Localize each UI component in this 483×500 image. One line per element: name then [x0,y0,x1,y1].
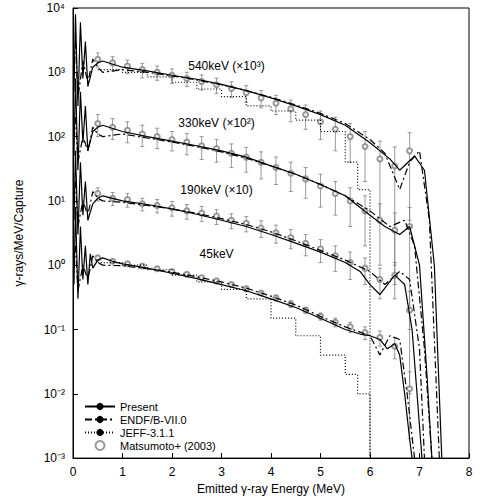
svg-text:10³: 10³ [48,65,65,79]
svg-text:540keV (×10³): 540keV (×10³) [188,59,264,73]
svg-text:γ-rays/MeV/Capture: γ-rays/MeV/Capture [12,179,26,286]
svg-text:10⁻²: 10⁻² [44,387,65,401]
svg-text:6: 6 [367,465,374,479]
svg-text:JEFF-3.1.1: JEFF-3.1.1 [120,427,174,439]
svg-text:8: 8 [466,465,473,479]
svg-text:7: 7 [416,465,423,479]
svg-text:10⁰: 10⁰ [48,258,65,272]
svg-text:330keV (×10²): 330keV (×10²) [178,116,254,130]
svg-text:10⁻³: 10⁻³ [44,451,65,465]
svg-text:Emitted γ-ray Energy (MeV): Emitted γ-ray Energy (MeV) [197,482,345,496]
svg-text:4: 4 [268,465,275,479]
svg-text:10⁻¹: 10⁻¹ [44,323,65,337]
svg-text:Matsumoto+ (2003): Matsumoto+ (2003) [120,440,216,452]
svg-text:5: 5 [317,465,324,479]
svg-text:10¹: 10¹ [48,194,65,208]
svg-text:45keV: 45keV [200,247,234,261]
svg-text:0: 0 [70,465,77,479]
svg-text:Present: Present [120,401,158,413]
svg-text:190keV (×10): 190keV (×10) [180,183,252,197]
svg-text:3: 3 [218,465,225,479]
svg-text:2: 2 [169,465,176,479]
svg-text:ENDF/B-VII.0: ENDF/B-VII.0 [120,414,187,426]
svg-text:10⁴: 10⁴ [46,1,65,15]
svg-text:10²: 10² [48,130,65,144]
svg-text:1: 1 [119,465,126,479]
